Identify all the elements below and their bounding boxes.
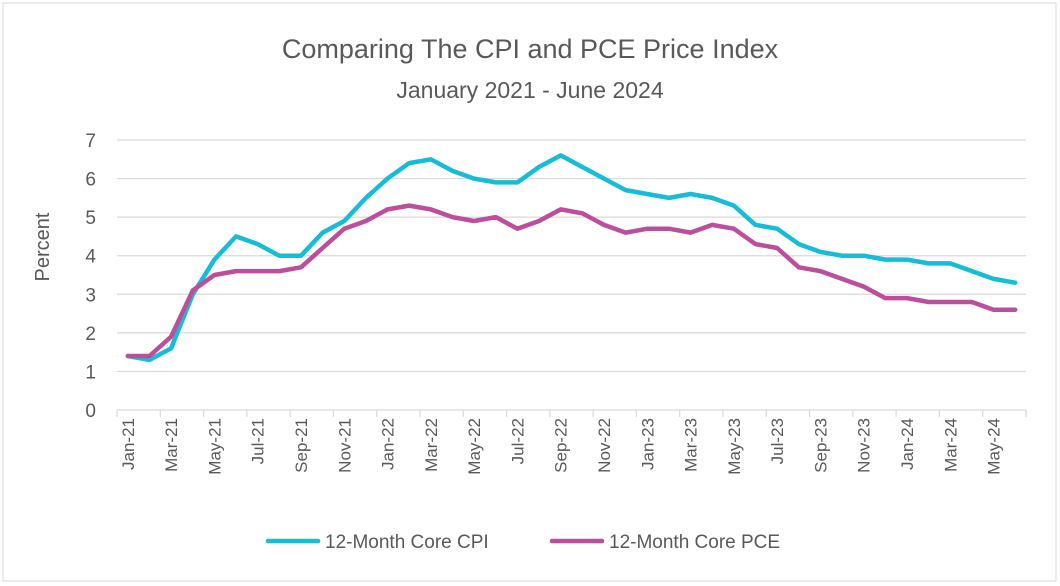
x-tick-label: Jul-21 <box>249 418 268 464</box>
x-tick-label: Jul-23 <box>768 418 787 464</box>
legend-label: 12-Month Core PCE <box>609 532 780 553</box>
x-tick-label: Jul-22 <box>508 418 527 464</box>
y-tick-label: 1 <box>85 362 96 383</box>
x-tick-label: Jan-22 <box>379 418 398 470</box>
y-axis-label: Percent <box>32 212 54 281</box>
x-tick-label: May-23 <box>725 418 744 475</box>
x-tick-label: Nov-22 <box>595 418 614 473</box>
x-tick-label: Nov-21 <box>335 418 354 473</box>
series-line-cpi <box>125 153 1018 363</box>
x-tick-label: Sep-23 <box>811 418 830 473</box>
x-tick-label: Jan-24 <box>898 418 917 470</box>
x-tick-label: Mar-24 <box>941 418 960 472</box>
legend-label: 12-Month Core CPI <box>325 532 489 553</box>
x-tick-label: Jan-21 <box>119 418 138 470</box>
y-tick-label: 6 <box>85 170 96 191</box>
x-tick-label: Mar-21 <box>162 418 181 472</box>
x-tick-label: Mar-22 <box>422 418 441 472</box>
x-tick-label: May-22 <box>465 418 484 475</box>
y-tick-label: 4 <box>85 247 96 268</box>
y-tick-label: 7 <box>85 131 96 152</box>
chart-subtitle: January 2021 - June 2024 <box>396 77 663 103</box>
x-tick-label: May-24 <box>985 418 1004 475</box>
x-tick-label: May-21 <box>205 418 224 475</box>
x-tick-label: Mar-23 <box>682 418 701 472</box>
y-tick-label: 3 <box>85 285 96 306</box>
x-tick-label: Sep-21 <box>292 418 311 473</box>
y-tick-label: 2 <box>85 324 96 345</box>
x-tick-label: Jan-23 <box>638 418 657 470</box>
chart-title: Comparing The CPI and PCE Price Index <box>282 34 779 64</box>
series-line-pce <box>125 203 1018 359</box>
x-tick-label: Nov-23 <box>855 418 874 473</box>
x-tick-label: Sep-22 <box>552 418 571 473</box>
y-tick-label: 0 <box>85 401 96 422</box>
y-tick-label: 5 <box>85 208 96 229</box>
